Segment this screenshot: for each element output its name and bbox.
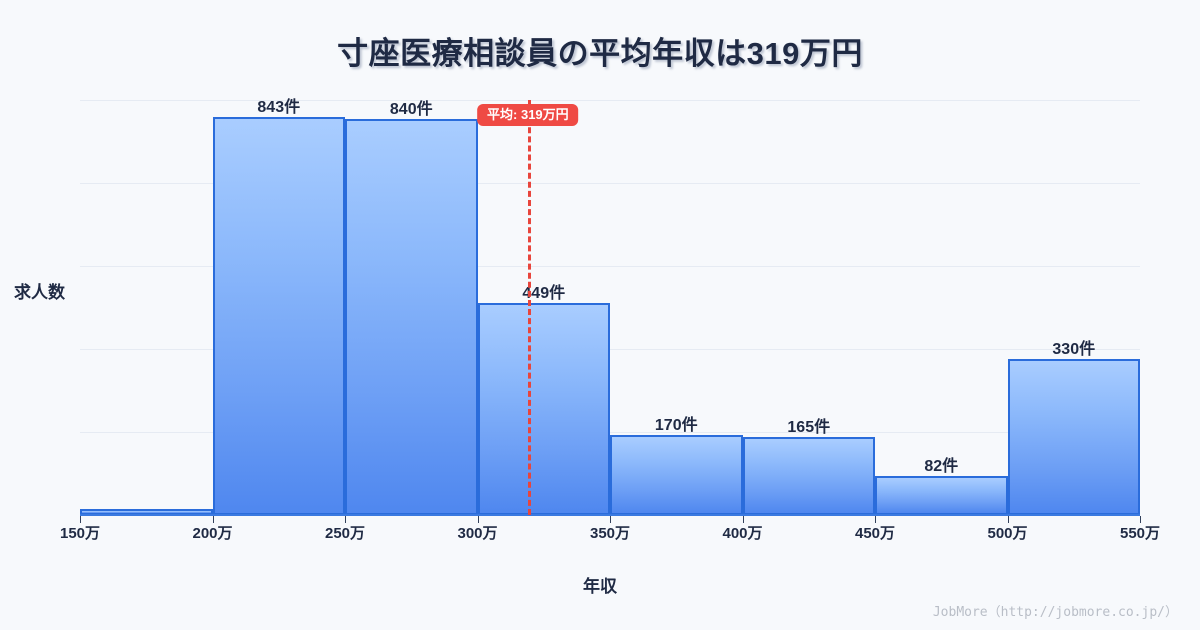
bar-value-label: 449件 xyxy=(522,285,566,303)
x-tick-label: 150万 xyxy=(59,525,101,542)
bar xyxy=(1007,359,1140,515)
tick-mark xyxy=(80,516,81,523)
bar-value-label: 165件 xyxy=(787,419,831,437)
watermark: JobMore（http://jobmore.co.jp/） xyxy=(932,605,1178,620)
bar-value-label: 170件 xyxy=(654,416,698,434)
bar xyxy=(477,303,610,515)
bar-value-label: 330件 xyxy=(1052,341,1096,359)
bar xyxy=(742,437,875,515)
x-tick-label: 300万 xyxy=(457,525,498,542)
bar xyxy=(212,117,345,515)
x-tick-label: 500万 xyxy=(987,525,1028,542)
tick-mark xyxy=(875,516,876,523)
tick-mark xyxy=(1140,516,1141,523)
x-tick-label: 400万 xyxy=(722,525,763,542)
gridline xyxy=(80,266,1140,267)
gridline xyxy=(80,432,1140,433)
tick-mark xyxy=(345,516,346,523)
x-axis-title: 年収 xyxy=(583,577,617,596)
tick-mark xyxy=(1007,516,1009,523)
page-title: 寸座医療相談員の平均年収は319万円 xyxy=(337,36,863,71)
gridline xyxy=(80,183,1140,184)
bar-value-label: 82件 xyxy=(924,458,959,476)
bar xyxy=(875,476,1008,515)
tick-mark xyxy=(212,516,214,523)
bar xyxy=(345,118,478,515)
x-tick-label: 200万 xyxy=(192,525,233,542)
y-axis-title: 求人数 xyxy=(14,283,65,302)
plot-area xyxy=(80,100,1140,515)
gridline xyxy=(80,100,1140,101)
bar-value-label: 840件 xyxy=(389,100,433,118)
bar xyxy=(610,434,743,515)
mean-badge: 平均: 319万円 xyxy=(477,104,579,126)
bar-value-label: 843件 xyxy=(257,99,301,117)
x-tick-label: 250万 xyxy=(324,525,366,542)
tick-mark xyxy=(477,516,479,523)
tick-mark xyxy=(742,516,744,523)
x-tick-label: 450万 xyxy=(854,525,896,542)
mean-line xyxy=(527,100,531,515)
gridline xyxy=(80,349,1140,350)
x-tick-label: 550万 xyxy=(1119,525,1161,542)
tick-mark xyxy=(610,516,611,523)
x-axis-line xyxy=(80,514,1140,516)
x-tick-label: 350万 xyxy=(589,525,631,542)
